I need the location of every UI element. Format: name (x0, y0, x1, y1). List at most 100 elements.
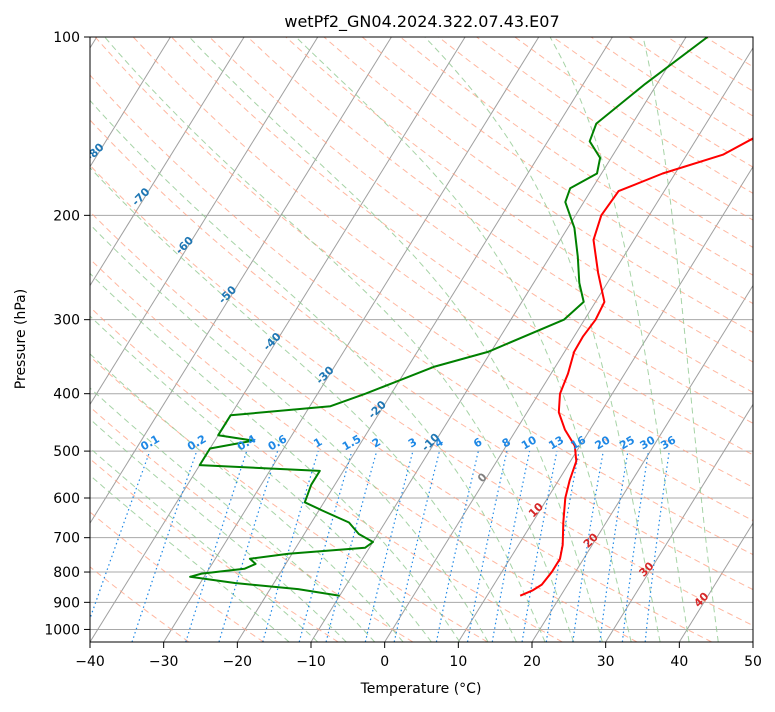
x-tick-label: 50 (744, 654, 762, 670)
isotherm-line (458, 37, 775, 642)
dry-adiabat-line (0, 37, 264, 642)
chart-title: wetPf2_GN04.2024.322.07.43.E07 (284, 12, 559, 32)
x-tick-label: 0 (380, 654, 389, 670)
mixing-ratio-label: 1.5 (340, 432, 363, 453)
mixing-ratio-label: 20 (593, 433, 613, 452)
y-tick-label: 500 (53, 444, 80, 460)
x-tick-label: −40 (75, 654, 105, 670)
isotherm-line (16, 37, 391, 642)
mixing-ratio-label: 1 (311, 435, 324, 450)
dewpoint-profile-line (190, 37, 707, 596)
isotherm-label: 20 (581, 530, 601, 550)
isotherm-label: 30 (637, 559, 657, 579)
mixing-ratio-line (622, 451, 648, 642)
moist-adiabat-line (550, 37, 689, 642)
mixing-ratio-label: 36 (658, 433, 678, 452)
moist-adiabat-line (0, 37, 403, 642)
isotherm-label: -40 (261, 330, 284, 353)
x-axis-label: Temperature (°C) (360, 681, 482, 697)
y-axis-label: Pressure (hPa) (13, 289, 29, 389)
x-tick-label: −20 (223, 654, 253, 670)
mixing-ratio-label: 0.2 (185, 432, 208, 453)
isotherm-label: 10 (526, 500, 546, 520)
moist-adiabat-line (189, 37, 602, 642)
mixing-ratio-label: 0.1 (138, 432, 161, 453)
isotherm-line (0, 37, 244, 642)
mixing-ratio-label: 0.4 (235, 432, 259, 453)
isotherm-label: 40 (691, 590, 711, 610)
dry-adiabat-line (210, 37, 775, 642)
isotherm-label: -30 (313, 363, 336, 386)
y-tick-label: 800 (53, 565, 80, 581)
mixing-ratio-line (132, 451, 197, 642)
dry-adiabat-line (439, 37, 775, 642)
mixing-ratio-label: 2 (370, 435, 383, 450)
isotherm-label: 0 (475, 470, 490, 485)
mixing-ratio-line (394, 451, 439, 642)
x-tick-label: 40 (670, 654, 688, 670)
x-tick-label: 30 (597, 654, 615, 670)
x-tick-label: −30 (149, 654, 179, 670)
x-tick-label: 10 (449, 654, 467, 670)
mixing-ratio-line (436, 451, 478, 642)
dry-adiabat-line (553, 37, 775, 642)
dry-adiabat-line (0, 37, 488, 642)
mixing-ratio-line (365, 451, 413, 642)
moist-adiabat-line (37, 37, 545, 642)
dry-adiabat-line (667, 37, 775, 642)
isotherm-line (606, 37, 775, 642)
y-tick-label: 600 (53, 491, 80, 507)
mixing-ratio-line (299, 451, 352, 642)
isotherm-label: -80 (83, 140, 106, 163)
moist-adiabat-line (425, 37, 660, 642)
mixing-ratio-line (219, 451, 278, 642)
mixing-ratio-line (263, 451, 318, 642)
isotherm-line (385, 37, 760, 642)
isotherm-line (532, 37, 775, 642)
moist-adiabat-line (0, 37, 346, 642)
isotherm-line (237, 37, 612, 642)
mixing-ratio-label: 25 (617, 433, 637, 452)
moist-adiabat-line (643, 37, 718, 642)
mixing-ratio-label: 10 (519, 433, 539, 452)
dry-adiabat-line (0, 37, 712, 642)
isotherm-line (679, 37, 775, 642)
y-tick-label: 200 (53, 208, 80, 224)
dry-adiabat-line (591, 37, 775, 642)
moist-adiabat-line (0, 37, 488, 642)
isotherm-line (753, 37, 775, 642)
x-tick-label: −10 (296, 654, 326, 670)
dry-adiabat-line (400, 37, 775, 642)
mixing-ratio-line (186, 451, 247, 642)
moist-adiabat-line (0, 37, 516, 642)
mixing-ratio-line (492, 451, 529, 642)
dry-adiabat-line (0, 37, 338, 642)
dry-adiabat-line (477, 37, 775, 642)
x-tick-label: 20 (523, 654, 541, 670)
y-tick-label: 900 (53, 595, 80, 611)
dry-adiabat-line (362, 37, 775, 642)
moist-adiabat-line (0, 37, 460, 642)
dry-adiabat-line (95, 37, 775, 642)
dry-adiabat-line (57, 37, 775, 642)
mixing-ratio-label: 30 (638, 433, 658, 452)
mixing-ratio-line (82, 451, 150, 642)
y-tick-label: 1000 (44, 622, 80, 638)
mixing-ratio-label: 3 (406, 435, 419, 450)
isotherm-label: -100 (0, 56, 13, 85)
y-tick-label: 700 (53, 531, 80, 547)
y-tick-label: 300 (53, 313, 80, 329)
mixing-ratio-line (522, 451, 557, 642)
y-tick-label: 100 (53, 30, 80, 46)
isotherm-label: -70 (129, 185, 152, 208)
dry-adiabat-line (286, 37, 775, 642)
y-tick-label: 400 (53, 387, 80, 403)
dry-adiabat-line (706, 37, 775, 642)
mixing-ratio-label: 0.6 (266, 432, 290, 453)
isotherm-label: -90 (36, 98, 59, 121)
isotherm-label: -10 (419, 431, 442, 454)
